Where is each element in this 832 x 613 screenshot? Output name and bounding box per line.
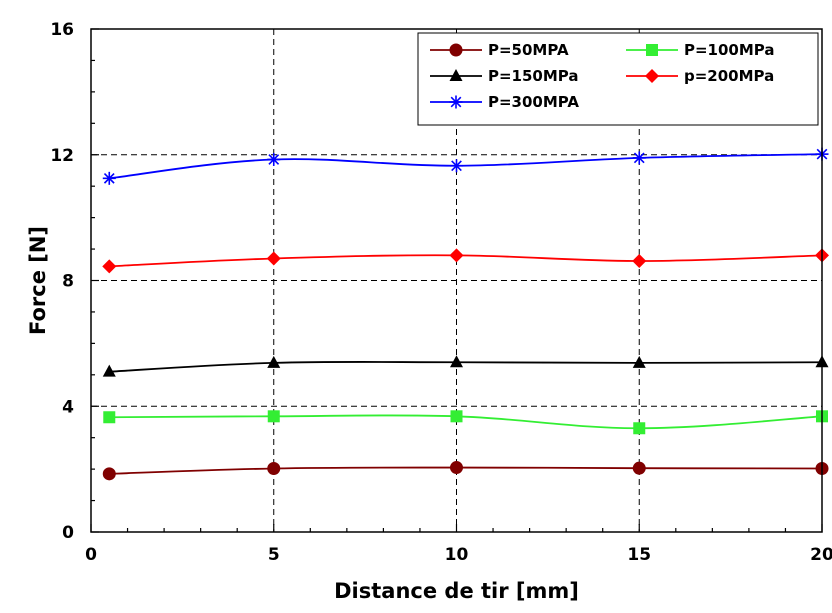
x-tick-label: 0 [85, 545, 97, 565]
legend-marker [646, 44, 658, 56]
legend-marker [645, 69, 659, 83]
x-tick-label: 20 [810, 545, 832, 565]
data-point [632, 461, 646, 475]
data-point [632, 254, 647, 269]
data-point [632, 151, 646, 165]
series-3 [102, 248, 829, 274]
y-tick-label: 0 [62, 523, 74, 543]
y-tick-label: 4 [62, 397, 74, 417]
legend-label: P=100MPa [684, 41, 775, 59]
y-tick-label: 12 [50, 146, 74, 166]
data-point [632, 355, 646, 368]
legend-label: P=50MPA [488, 41, 569, 59]
data-point [267, 152, 281, 166]
legend-marker [449, 43, 463, 57]
legend-item: P=100MPa [626, 41, 775, 59]
legend-label: P=300MPA [488, 93, 579, 111]
data-point [266, 251, 281, 266]
data-point [633, 422, 646, 435]
legend-marker [449, 95, 463, 109]
x-tick-label: 15 [627, 545, 651, 565]
x-tick-label: 5 [268, 545, 280, 565]
data-point [102, 259, 117, 274]
data-point [267, 410, 280, 423]
x-axis-title: Distance de tir [mm] [334, 579, 579, 603]
legend-item: P=50MPA [430, 41, 569, 59]
data-point [102, 467, 116, 481]
legend-label: p=200MPa [684, 67, 774, 85]
data-point [102, 364, 116, 377]
legend-item: P=300MPA [430, 93, 579, 111]
legend-box [417, 32, 819, 126]
legend-item: p=200MPa [626, 67, 774, 85]
legend-item: P=150MPa [430, 67, 579, 85]
y-tick-label: 8 [62, 272, 74, 292]
data-point [267, 461, 281, 475]
data-point [450, 410, 463, 423]
legend-marker [449, 69, 463, 81]
y-tick-label: 16 [50, 20, 74, 40]
data-point [450, 159, 463, 173]
ticks: 0 5 10 15 20 0 4 8 12 16 [50, 20, 832, 565]
y-axis-title: Force [N] [26, 226, 50, 335]
legend-label: P=150MPa [488, 67, 579, 85]
data-point [267, 355, 281, 368]
data-point [450, 461, 463, 475]
legend: P=50MPA P=100MPa P=150MPa p=200MPa P=300MPA [417, 32, 819, 126]
x-tick-label: 10 [445, 545, 469, 565]
data-point [449, 248, 464, 263]
data-point [102, 171, 116, 185]
series-1 [103, 410, 828, 435]
data-point [103, 411, 116, 424]
data-point [450, 355, 463, 368]
